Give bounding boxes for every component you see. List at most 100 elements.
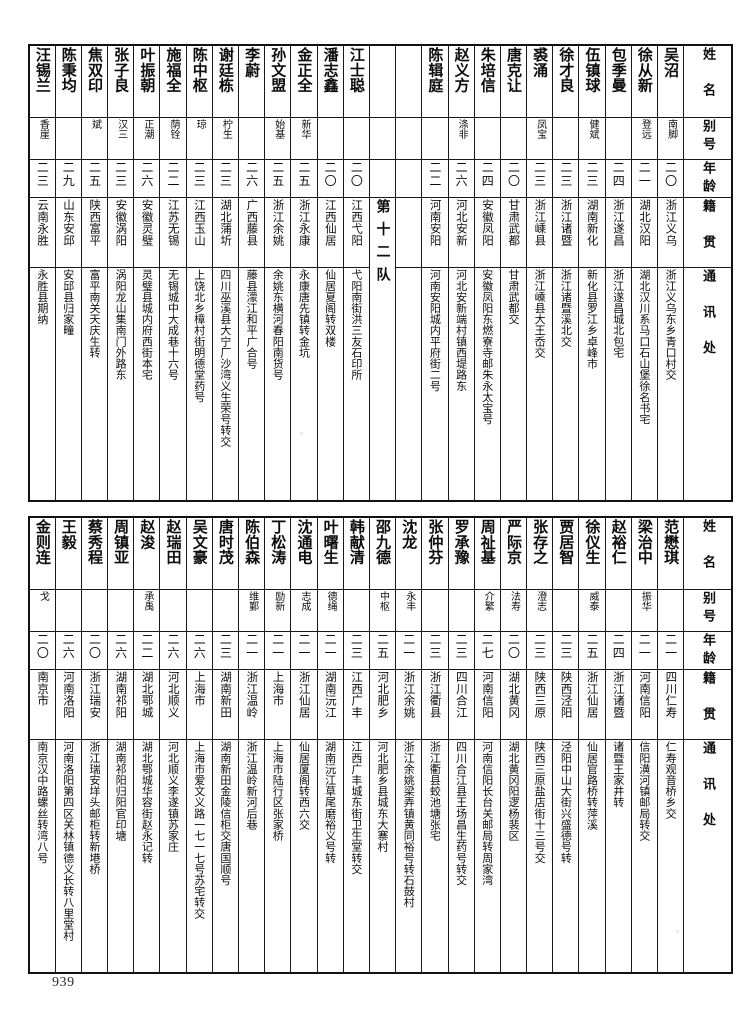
roster-cell-address: 上海市陆行区张家桥 [264,739,292,974]
cell-text: 严际京 [504,519,523,565]
roster-cell-name: 王毅 [54,516,82,590]
cell-text: 浙江温岭新河后巷 [245,741,259,831]
roster-cell-native: 陕西三原 [526,669,554,741]
roster-cell-native: 浙江余姚 [395,669,423,741]
cell-text: 浙江义乌 [664,199,679,247]
roster-cell-alias: 戈 [28,588,56,632]
cell-text: 江苏无锡 [166,199,181,247]
cell-text: 王毅 [59,519,78,550]
cell-text: 河南安阳城内平府街二号 [428,269,442,392]
roster-row-alias: 戈 承禹 维鄞 励新 志成 德绳 中枢 永丰 介繁 法寿 澄志 威泰 振华 别号 [28,588,733,632]
cell-text: 二五 [585,632,600,659]
cell-text: 二四 [611,632,626,659]
cell-text: 赵瑞田 [164,519,183,565]
cell-text: 二三 [192,160,207,187]
cell-text: 河北肥乡 [376,671,391,719]
roster-cell-address: 湖南沅江草尾磨裕义号转 [316,739,344,974]
cell-text: 江西广丰城东街卫生堂转交 [349,741,363,875]
cell-text: 广西藤县 [245,199,260,247]
cell-text: 二〇 [349,160,364,187]
cell-text: 浙江永康 [297,199,312,247]
roster-cell-age: 二六 [447,158,475,199]
roster-cell-alias [211,588,240,632]
cell-text: 金正全 [295,47,314,93]
cell-text: 维鄞 [246,590,258,611]
cell-text: 仙居官路桥转萍溪 [585,741,599,831]
roster-cell-address: 浙江余姚梁弄镇黄同裕号转石鼓村 [395,739,423,974]
cell-text: 浙江遂昌城北包宅 [611,269,625,359]
roster-cell-address: 安邱县归家疃 [54,267,82,502]
roster-cell-alias [447,588,475,632]
cell-text: 沈龙 [400,519,419,550]
roster-header-text: 籍 贯 [699,199,715,254]
cell-text: 二一 [401,632,416,659]
roster-cell-alias [54,588,82,632]
cell-text: 登远 [639,118,651,139]
roster-cell-name: 伍镇球 [578,44,606,118]
roster-cell-name: 裘涌 [526,44,554,118]
roster-cell-age: 二五 [80,158,109,199]
roster-cell-native: 四川合江 [447,669,475,741]
roster-cell-native: 河南安阳 [421,197,449,269]
cell-text: 沈通电 [295,519,314,565]
cell-text: 湖北汉川系马口石山堡徐名书宅 [637,269,651,425]
roster-cell-age: 二三 [28,158,56,199]
cell-text: 二三 [427,632,442,659]
cell-text: 甘肃武都 [507,199,522,247]
cell-text: 李蔚 [243,47,262,78]
roster-cell-address: 湖北鄂城华容街赵永记转 [133,739,161,974]
roster-cell-age: 二七 [473,630,501,671]
cell-text: 二二 [166,160,181,187]
cell-text: 浙江诸暨 [611,671,626,719]
roster-cell-alias [54,116,82,160]
roster-cell-address: 弋阳南街洪三友石印所 [342,267,370,502]
roster-cell-name: 朱培信 [473,44,501,118]
cell-text: 二一 [663,632,678,659]
roster-cell-native: 江西弋阳 [342,197,370,269]
cell-text: 二二 [427,160,442,187]
roster-cell-name: 焦双印 [80,44,109,118]
cell-text: 湖北鄂城 [140,671,155,719]
roster-cell-native: 江西玉山 [185,197,213,269]
cell-text: 德绳 [325,590,337,611]
roster-header-text: 姓 名 [699,47,715,101]
cell-text: 新化县罗江乡卓峰市 [585,269,599,370]
cell-text: 二三 [113,160,128,187]
roster-cell-age: 二一 [264,630,292,671]
cell-text: 二七 [480,632,495,659]
cell-text: 徐才良 [557,47,576,93]
cell-text: 四川巫溪县大宁厂沙湾义生荣号转交 [218,269,232,448]
roster-cell-name: 韩献清 [342,516,370,590]
roster-cell-address: 仙居官路桥转萍溪 [578,739,606,974]
cell-text: 四川合江县王场昌生药号转交 [454,741,468,886]
roster-cell-name: 范懋琪 [656,516,685,590]
cell-text: 张存之 [531,519,550,565]
roster-cell-alias: 琼 [185,116,213,160]
cell-text: 二一 [637,632,652,659]
roster-cell-age: 二一 [395,630,423,671]
roster-table-bottom: 金则连 王毅 蔡秀程 周镇亚 赵浚 赵瑞田 吴文豪 唐时茂 陈伯森 丁松涛 沈通电 叶曙生 韩献清 邵九德… [28,516,733,974]
cell-text: 陈秉均 [59,47,78,93]
roster-cell-native: 云南永胜 [28,197,56,269]
roster-cell-address: 浙江温岭新河后巷 [237,739,266,974]
roster-cell-address: 江西广丰城东街卫生堂转交 [342,739,370,974]
roster-cell-age: 二九 [54,158,82,199]
cell-text: 二三 [349,632,364,659]
cell-text: 仙居夏阁转双楼 [323,269,337,348]
roster-cell-alias: 励新 [264,588,292,632]
roster-cell-empty [395,158,423,199]
roster-cell-alias [159,588,187,632]
cell-text: 陈辑庭 [426,47,445,93]
roster-header-address: 通 讯 处 [683,267,733,502]
roster-cell-alias: 澄志 [526,588,554,632]
roster-cell-name: 吴文豪 [185,516,213,590]
roster-cell-alias: 南脚 [656,116,685,160]
roster-cell-native: 山东安邱 [54,197,82,269]
cell-text: 湖北蒲圻 [219,199,234,247]
roster-cell-alias [421,116,449,160]
cell-text: 朱培信 [478,47,497,93]
roster-cell-name: 徐从新 [630,44,659,118]
roster-row-name: 汪锡兰 陈秉均 焦双印 张子良 叶振朝 施福全 陈中枢 谢廷栋 李蔚 孙文盟 金正全 潘志鑫 江士聪 陈辑… [28,44,733,118]
roster-cell-age: 二一 [316,630,344,671]
roster-cell-native: 湖北汉阳 [630,197,659,269]
